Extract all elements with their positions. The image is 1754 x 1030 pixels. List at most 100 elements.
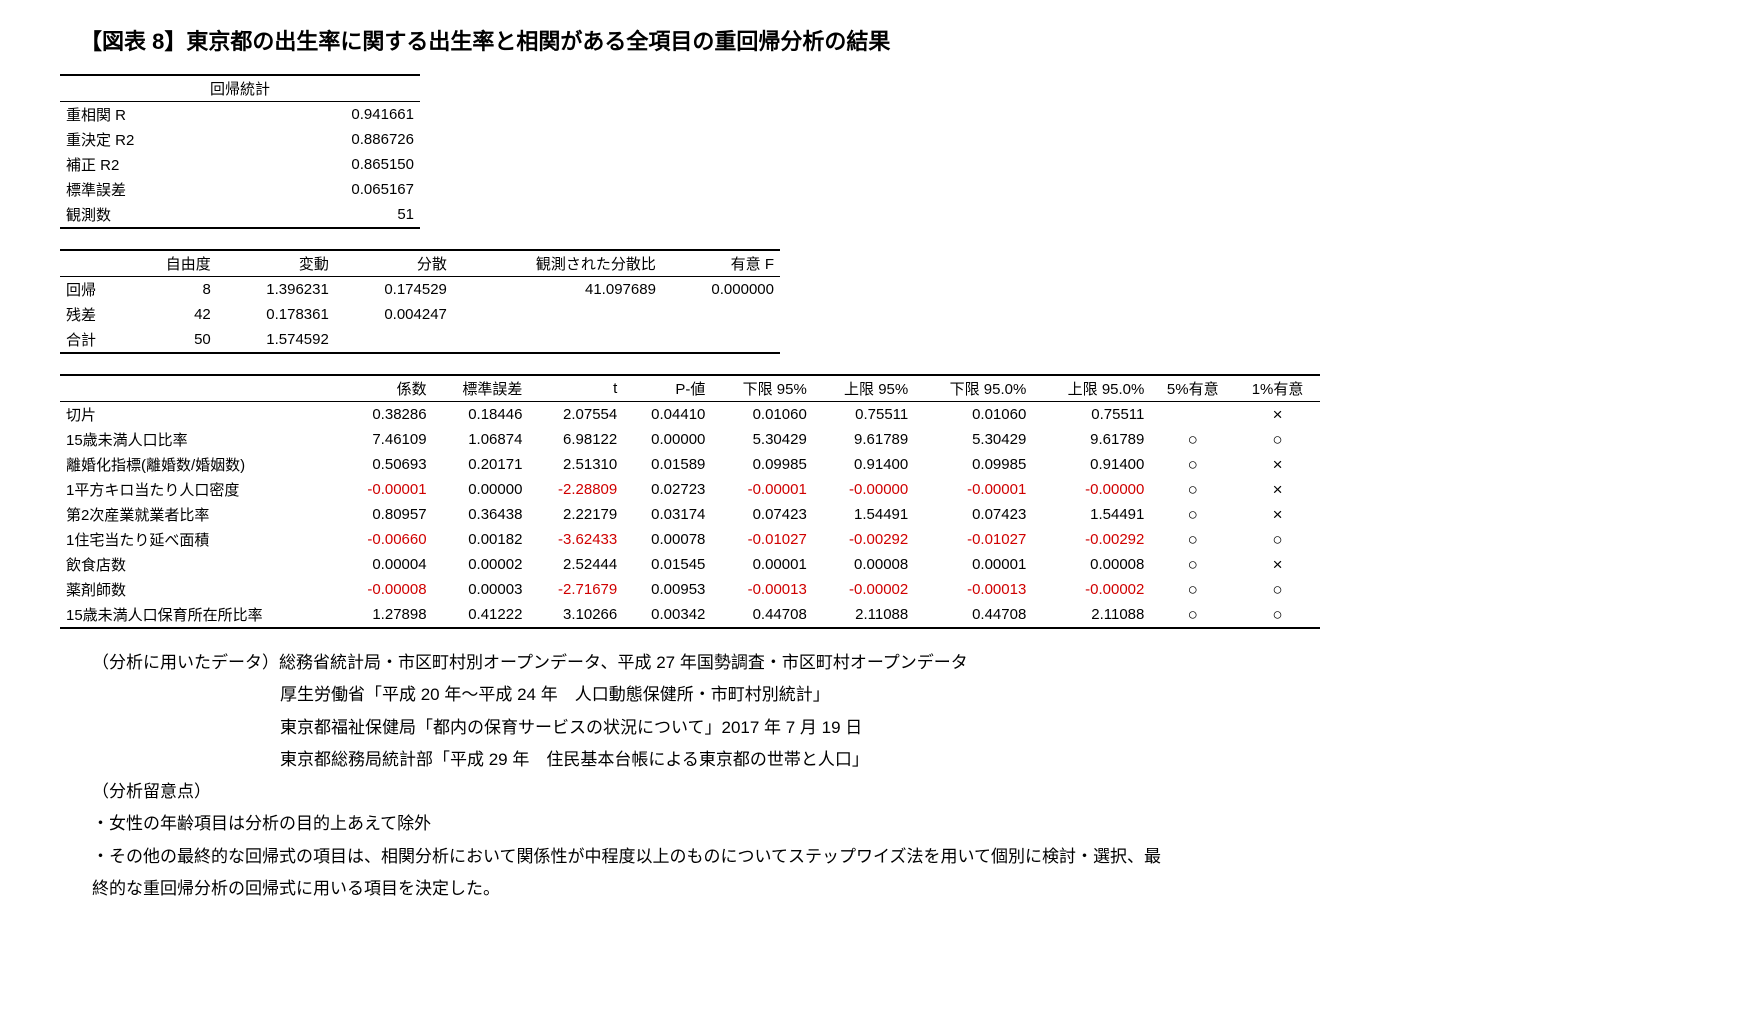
anova-cell: 8 (127, 277, 217, 303)
coef-cell: 6.98122 (528, 427, 623, 452)
coef-header: 下限 95.0% (914, 375, 1032, 402)
stats-row-label: 重相関 R (60, 102, 247, 128)
coef-cell: ○ (1150, 427, 1235, 452)
source-line: 東京都福祉保健局「都内の保育サービスの状況について」2017 年 7 月 19 … (280, 712, 1694, 744)
anova-cell: 合計 (60, 327, 127, 353)
coef-cell: 1住宅当たり延べ面積 (60, 527, 338, 552)
coef-cell: -0.00292 (813, 527, 914, 552)
coef-cell: ○ (1150, 477, 1235, 502)
anova-header (60, 250, 127, 277)
coef-cell: × (1235, 502, 1320, 527)
coef-cell: 2.11088 (1032, 602, 1150, 628)
coef-cell: 9.61789 (1032, 427, 1150, 452)
anova-cell: 残差 (60, 302, 127, 327)
coef-cell: 離婚化指標(離婚数/婚姻数) (60, 452, 338, 477)
coef-cell: 15歳未満人口保育所在所比率 (60, 602, 338, 628)
coef-header: 標準誤差 (433, 375, 529, 402)
coef-cell: 0.04410 (623, 402, 711, 428)
coef-cell: -0.00292 (1032, 527, 1150, 552)
coef-cell: 1.54491 (813, 502, 914, 527)
note-bullet: ・その他の最終的な回帰式の項目は、相関分析において関係性が中程度以上のものについ… (92, 841, 1694, 873)
coef-cell: 5.30429 (914, 427, 1032, 452)
coef-cell: 7.46109 (338, 427, 433, 452)
coef-cell: × (1235, 402, 1320, 428)
coef-cell: 2.22179 (528, 502, 623, 527)
coef-header: 係数 (338, 375, 433, 402)
coef-cell: 0.18446 (433, 402, 529, 428)
coef-cell: 第2次産業就業者比率 (60, 502, 338, 527)
stats-row-label: 標準誤差 (60, 177, 247, 202)
source-head: （分析に用いたデータ）総務省統計局・市区町村別オープンデータ、平成 27 年国勢… (92, 647, 1694, 679)
coef-cell: 0.00002 (433, 552, 529, 577)
figure-title: 【図表 8】東京都の出生率に関する出生率と相関がある全項目の重回帰分析の結果 (80, 24, 1694, 56)
anova-cell: 回帰 (60, 277, 127, 303)
coef-cell: 0.41222 (433, 602, 529, 628)
coef-cell: -0.00013 (914, 577, 1032, 602)
coef-cell: 1.06874 (433, 427, 529, 452)
stats-row-label: 重決定 R2 (60, 127, 247, 152)
coef-cell: 0.01060 (914, 402, 1032, 428)
coef-cell: 0.91400 (1032, 452, 1150, 477)
coef-cell: 0.20171 (433, 452, 529, 477)
anova-cell: 0.000000 (662, 277, 780, 303)
anova-header: 有意 F (662, 250, 780, 277)
coef-cell: -0.01027 (711, 527, 812, 552)
coef-cell: × (1235, 552, 1320, 577)
coef-cell: 3.10266 (528, 602, 623, 628)
stats-row-value: 0.886726 (247, 127, 420, 152)
coef-cell: 1平方キロ当たり人口密度 (60, 477, 338, 502)
coef-cell: ○ (1150, 552, 1235, 577)
coef-cell: -0.00002 (1032, 577, 1150, 602)
source-line: 東京都総務局統計部「平成 29 年 住民基本台帳による東京都の世帯と人口」 (280, 744, 1694, 776)
anova-cell (662, 327, 780, 353)
coef-cell: 0.01545 (623, 552, 711, 577)
coef-cell: 0.09985 (711, 452, 812, 477)
coef-cell: 0.00953 (623, 577, 711, 602)
coef-cell: 0.00000 (623, 427, 711, 452)
coef-cell: 薬剤師数 (60, 577, 338, 602)
anova-cell (453, 302, 662, 327)
coef-cell: 2.52444 (528, 552, 623, 577)
anova-cell: 0.004247 (335, 302, 453, 327)
note-bullet-cont: 終的な重回帰分析の回帰式に用いる項目を決定した。 (92, 873, 1694, 905)
anova-cell (453, 327, 662, 353)
coef-cell: 0.00004 (338, 552, 433, 577)
coef-header: 下限 95% (711, 375, 812, 402)
coef-cell: -2.28809 (528, 477, 623, 502)
coef-cell: -0.00002 (813, 577, 914, 602)
coef-cell: 0.00003 (433, 577, 529, 602)
coef-cell: 2.07554 (528, 402, 623, 428)
coef-cell: ○ (1150, 602, 1235, 628)
coef-cell: -0.00000 (813, 477, 914, 502)
stats-row-value: 0.941661 (247, 102, 420, 128)
coef-cell: -0.00660 (338, 527, 433, 552)
coef-cell: ○ (1150, 527, 1235, 552)
coef-cell: 0.91400 (813, 452, 914, 477)
coef-cell: -0.00001 (914, 477, 1032, 502)
coef-cell: -2.71679 (528, 577, 623, 602)
anova-cell: 1.574592 (217, 327, 335, 353)
coef-cell: 飲食店数 (60, 552, 338, 577)
coef-cell: 2.11088 (813, 602, 914, 628)
coef-cell: 5.30429 (711, 427, 812, 452)
coef-cell: 0.01589 (623, 452, 711, 477)
anova-header: 分散 (335, 250, 453, 277)
stats-header: 回帰統計 (60, 75, 420, 102)
coef-cell: 15歳未満人口比率 (60, 427, 338, 452)
coef-cell: 0.00001 (914, 552, 1032, 577)
coef-cell: 0.36438 (433, 502, 529, 527)
coef-cell: 0.00078 (623, 527, 711, 552)
coefficients-table: 係数標準誤差tP-値下限 95%上限 95%下限 95.0%上限 95.0%5%… (60, 374, 1320, 629)
coef-cell: ○ (1235, 602, 1320, 628)
stats-row-value: 0.865150 (247, 152, 420, 177)
anova-header: 変動 (217, 250, 335, 277)
coef-cell: -0.00001 (711, 477, 812, 502)
coef-cell: 切片 (60, 402, 338, 428)
coef-cell: ○ (1235, 427, 1320, 452)
anova-cell: 0.174529 (335, 277, 453, 303)
coef-cell: 0.50693 (338, 452, 433, 477)
anova-cell: 50 (127, 327, 217, 353)
coef-cell (1150, 402, 1235, 428)
coef-header: 1%有意 (1235, 375, 1320, 402)
coef-cell: 0.75511 (813, 402, 914, 428)
